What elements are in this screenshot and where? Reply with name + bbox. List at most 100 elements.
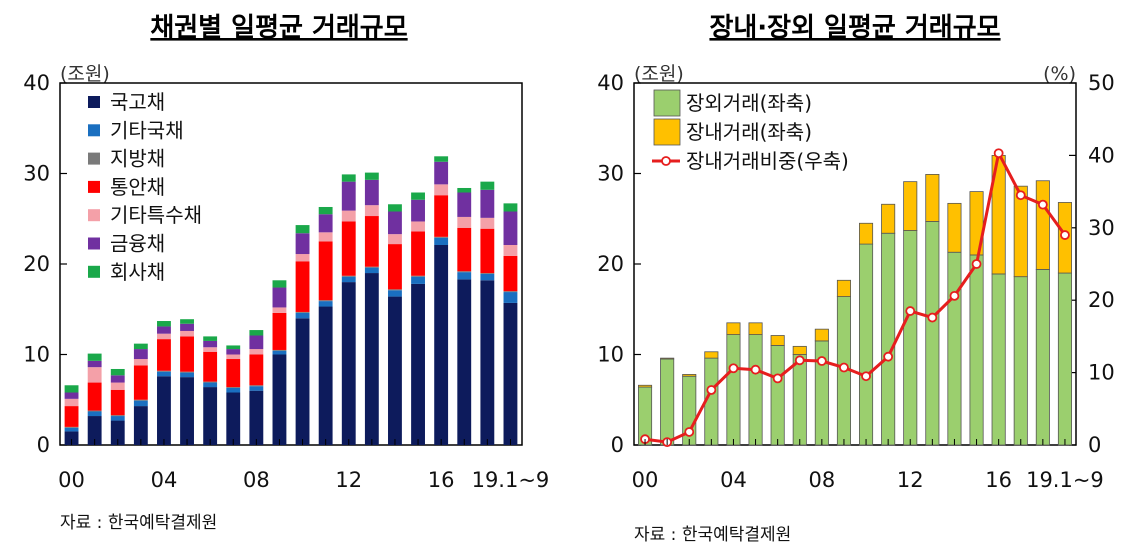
x-tick-label: 00 [58,468,85,492]
x-tick-label: 16 [985,468,1012,492]
bar-segment [180,371,194,373]
bar-segment [969,254,984,446]
bar-segment [341,276,356,283]
bar-segment [364,216,379,267]
bar-segment [133,406,148,445]
line-point [750,364,761,375]
bar-segment [748,334,763,446]
bar-segment [157,371,171,377]
bar-segment [388,290,402,297]
line-point [993,148,1004,159]
bar-segment [203,340,218,348]
bar-segment [859,222,874,245]
bar-segment [364,205,379,217]
legend-label: 장내거래(좌축) [686,120,812,144]
bar-segment [457,272,472,280]
bar-segment [457,227,472,272]
legend-swatch [653,89,681,117]
bar-segment [792,354,807,446]
bar-segment [318,232,333,242]
bar-segment [226,349,241,355]
bar-segment [203,347,218,352]
bar-segment [87,411,102,417]
bar-segment [903,230,918,446]
bar-segment [836,279,851,297]
bar-segment [388,234,402,245]
legend-swatch [88,209,100,222]
bar-segment [503,292,518,303]
bar-segment [1013,276,1028,446]
y-tick-label: 30 [597,162,624,186]
y-tick-label: 0 [611,433,624,457]
bar-segment [434,184,449,196]
right-bars-group [638,154,1072,446]
bar-segment [295,254,310,262]
bar-segment [272,349,287,351]
bar-segment [1057,272,1072,446]
bar-segment [388,289,402,291]
bar-segment [64,426,79,428]
bar-segment [203,387,218,445]
bar-segment [87,360,102,368]
x-tick-label: 19.1~9 [1026,468,1104,492]
bar-segment [925,221,940,446]
line-point [971,259,982,269]
bar-segment [249,330,264,336]
bar-segment [434,161,449,185]
legend-label: 금융채 [110,232,165,256]
line-point [1060,230,1070,240]
bar-segment [157,326,171,334]
legend-label: 회사채 [110,260,165,284]
bar-segment [295,318,310,445]
bar-segment [110,415,125,417]
y2-tick-label: 0 [1088,433,1101,457]
bar-segment [660,357,675,360]
legend-swatch [88,180,100,193]
bar-segment [881,203,896,234]
bar-segment [503,211,518,245]
bar-segment [388,204,402,212]
bar-segment [503,244,518,256]
bar-segment [457,187,472,193]
bar-segment [110,416,125,421]
bar-segment [272,287,287,308]
bar-segment [226,345,241,350]
bar-segment [64,431,79,445]
bar-segment [249,386,264,391]
bar-segment [87,353,102,361]
bar-segment [87,416,102,445]
bar-segment [133,365,148,400]
bar-segment [341,221,356,276]
line-point [839,362,849,373]
left-chart: 채권별 일평균 거래규모 (조원) 0 10 20 30 40 00 04 08 12 16 19… [23,13,549,533]
bar-segment [1035,180,1050,270]
bar-segment [180,323,194,331]
bar-segment [203,351,218,382]
bar-segment [726,334,741,446]
left-x-axis: 00 04 08 12 16 19.1~9 [58,439,549,492]
bar-segment [295,261,310,312]
left-y-axis: 0 10 20 30 40 [23,71,67,457]
legend-label: 기타특수채 [110,203,202,227]
line-point [706,385,717,395]
bar-segment [157,321,171,327]
line-point [728,363,739,374]
y-tick-label: 10 [23,343,50,367]
bar-segment [1013,185,1028,278]
bar-segment [434,237,449,245]
bar-segment [770,345,785,446]
bar-segment [133,399,148,401]
y2-tick-label: 10 [1088,361,1115,385]
right-x-axis: 00 04 08 12 16 19.1~9 [632,439,1104,492]
bar-segment [434,244,449,445]
bar-segment [272,354,287,445]
bar-segment [272,350,287,355]
bar-segment [341,174,356,182]
bar-segment [457,192,472,217]
y-tick-label: 0 [37,433,50,457]
bar-segment [249,390,264,445]
right-chart-unit-right: (%) [1043,63,1076,85]
bar-segment [180,330,194,337]
legend-swatch [88,237,100,250]
bar-segment [226,354,241,360]
